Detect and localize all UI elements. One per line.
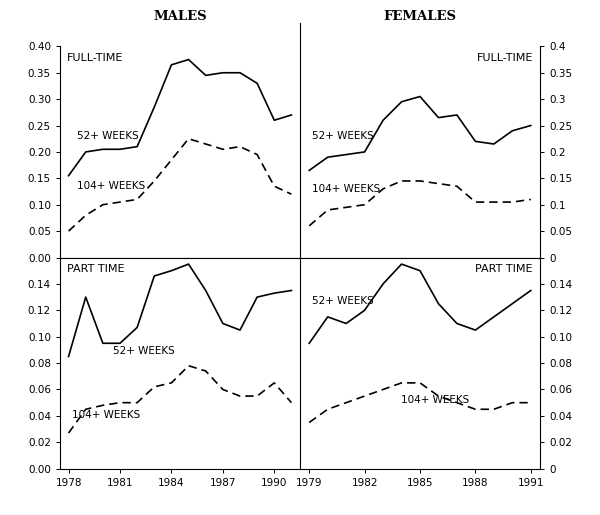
Text: PART TIME: PART TIME xyxy=(67,264,125,274)
Text: 104+ WEEKS: 104+ WEEKS xyxy=(401,394,469,405)
Text: 52+ WEEKS: 52+ WEEKS xyxy=(312,131,374,141)
Text: 104+ WEEKS: 104+ WEEKS xyxy=(72,409,140,420)
Text: 52+ WEEKS: 52+ WEEKS xyxy=(113,346,175,356)
Text: MALES: MALES xyxy=(153,10,207,23)
Text: FULL-TIME: FULL-TIME xyxy=(67,53,124,63)
Text: 104+ WEEKS: 104+ WEEKS xyxy=(77,181,145,192)
Text: 104+ WEEKS: 104+ WEEKS xyxy=(312,183,380,194)
Text: FULL-TIME: FULL-TIME xyxy=(476,53,533,63)
Text: FEMALES: FEMALES xyxy=(383,10,457,23)
Text: 52+ WEEKS: 52+ WEEKS xyxy=(77,131,139,141)
Text: PART TIME: PART TIME xyxy=(475,264,533,274)
Text: 52+ WEEKS: 52+ WEEKS xyxy=(312,296,374,305)
